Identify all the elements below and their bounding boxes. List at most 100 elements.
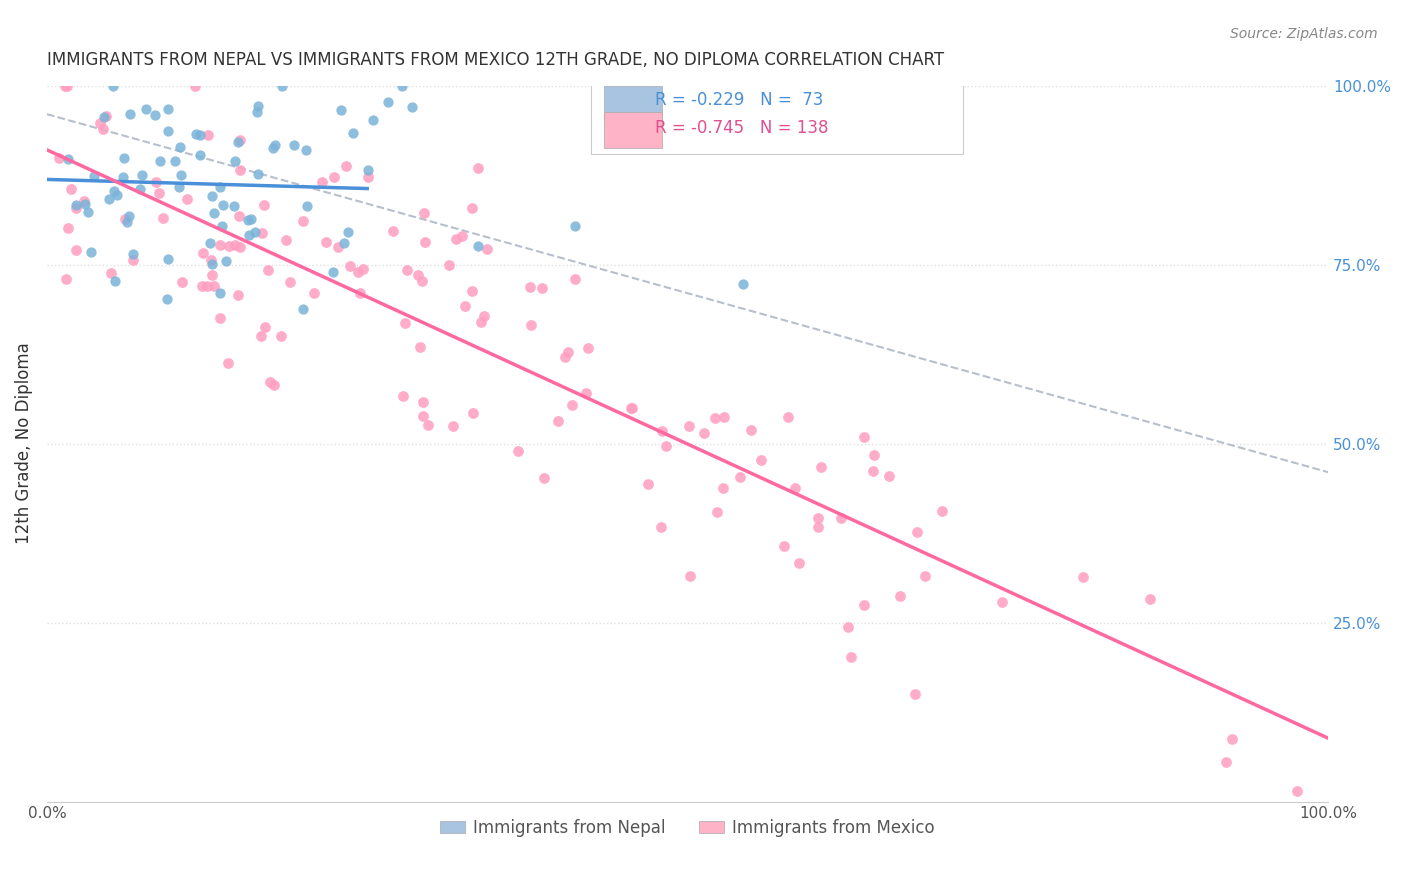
Point — [131, 168, 153, 182]
Point — [291, 214, 314, 228]
Point — [506, 443, 529, 458]
Point — [100, 266, 122, 280]
Point — [91, 121, 114, 136]
Point — [246, 167, 269, 181]
Point — [776, 410, 799, 425]
Point — [263, 378, 285, 392]
Point — [283, 137, 305, 152]
Point — [785, 481, 807, 495]
Text: R = -0.229   N =  73: R = -0.229 N = 73 — [655, 91, 824, 109]
Point — [197, 128, 219, 143]
Point — [713, 481, 735, 495]
Point — [837, 620, 859, 634]
Point — [520, 318, 543, 332]
Text: Source: ZipAtlas.com: Source: ZipAtlas.com — [1230, 27, 1378, 41]
Point — [112, 152, 135, 166]
Point — [103, 184, 125, 198]
Point — [575, 386, 598, 401]
Point — [143, 107, 166, 121]
Point — [201, 268, 224, 282]
Point — [191, 246, 214, 260]
Point — [294, 143, 316, 157]
Point — [533, 471, 555, 485]
Point — [229, 163, 252, 178]
Point — [315, 235, 337, 249]
Point — [391, 390, 413, 404]
Point — [302, 285, 325, 300]
Point — [101, 78, 124, 93]
Point — [323, 170, 346, 185]
Point — [65, 201, 87, 215]
Point — [89, 116, 111, 130]
Point — [731, 277, 754, 292]
Point — [342, 126, 364, 140]
Point — [349, 286, 371, 301]
Point — [55, 78, 77, 93]
Point — [48, 151, 70, 165]
Point — [257, 263, 280, 277]
Point — [201, 257, 224, 271]
Point — [75, 196, 97, 211]
Legend: Immigrants from Nepal, Immigrants from Mexico: Immigrants from Nepal, Immigrants from M… — [433, 812, 942, 843]
Point — [409, 340, 432, 354]
Point — [931, 503, 953, 517]
Point — [713, 410, 735, 425]
Point — [121, 247, 143, 261]
Point — [156, 292, 179, 306]
Point — [249, 329, 271, 343]
Point — [413, 206, 436, 220]
Point — [991, 595, 1014, 609]
Point — [200, 236, 222, 251]
Point — [129, 182, 152, 196]
Point — [810, 459, 832, 474]
Point — [170, 168, 193, 182]
Point — [706, 505, 728, 519]
Point — [243, 225, 266, 239]
Point — [807, 520, 830, 534]
Point — [311, 175, 333, 189]
Point — [561, 398, 583, 412]
Point — [176, 192, 198, 206]
Point — [208, 238, 231, 252]
Point — [679, 568, 702, 582]
Point — [357, 163, 380, 178]
Point — [461, 202, 484, 216]
Point — [65, 243, 87, 257]
FancyBboxPatch shape — [605, 112, 662, 148]
Point — [93, 110, 115, 124]
Point — [914, 569, 936, 583]
Point — [246, 104, 269, 119]
Point — [65, 197, 87, 211]
Point — [156, 124, 179, 138]
Point — [620, 401, 643, 415]
Point — [250, 226, 273, 240]
Point — [322, 265, 344, 279]
Point — [202, 279, 225, 293]
Point — [877, 469, 900, 483]
Text: IMMIGRANTS FROM NEPAL VS IMMIGRANTS FROM MEXICO 12TH GRADE, NO DIPLOMA CORRELATI: IMMIGRANTS FROM NEPAL VS IMMIGRANTS FROM… — [46, 51, 943, 69]
Point — [395, 263, 418, 277]
Point — [1215, 756, 1237, 770]
Point — [454, 299, 477, 313]
Point — [111, 169, 134, 184]
Point — [335, 159, 357, 173]
Point — [169, 140, 191, 154]
Point — [278, 276, 301, 290]
Point — [904, 687, 927, 701]
Point — [60, 182, 83, 196]
Point — [228, 288, 250, 302]
Point — [451, 229, 474, 244]
Point — [807, 510, 830, 524]
Point — [135, 102, 157, 116]
Point — [262, 141, 284, 155]
Point — [229, 133, 252, 147]
Text: R = -0.745   N = 138: R = -0.745 N = 138 — [655, 120, 830, 137]
Point — [531, 280, 554, 294]
Point — [167, 180, 190, 194]
FancyBboxPatch shape — [605, 86, 662, 121]
Point — [411, 274, 433, 288]
Point — [195, 279, 218, 293]
Point — [564, 272, 586, 286]
Point — [83, 169, 105, 183]
Point — [148, 186, 170, 201]
